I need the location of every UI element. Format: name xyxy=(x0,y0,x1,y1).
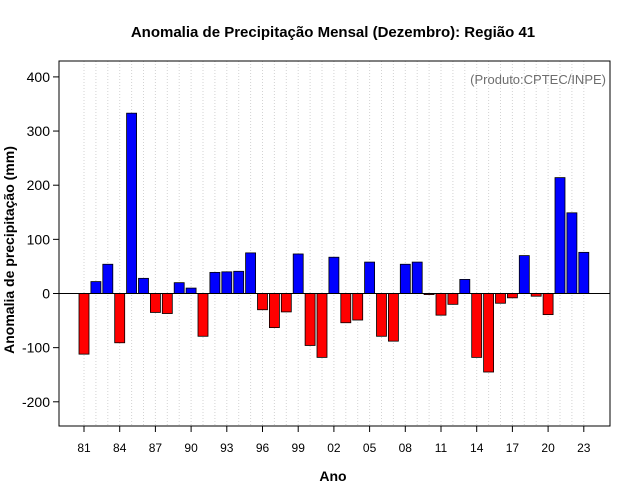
bar-94 xyxy=(233,270,245,294)
bar-88 xyxy=(161,293,173,314)
bar-92 xyxy=(209,271,221,294)
y-tick-label: -200 xyxy=(22,394,50,410)
y-tick-label: 300 xyxy=(27,123,51,139)
bar-07 xyxy=(387,293,399,342)
bar-95 xyxy=(245,252,257,294)
bar-83 xyxy=(102,263,114,294)
bar-22 xyxy=(566,212,578,294)
bar-14 xyxy=(471,293,483,358)
x-tick-label: 96 xyxy=(256,441,270,455)
bar-87 xyxy=(149,293,161,313)
bar-13 xyxy=(459,279,471,294)
grid-layer xyxy=(83,61,585,426)
x-tick-label: 11 xyxy=(435,441,448,455)
x-axis: 81 84 87 90 93 96 99 02 05 08 11 14 17 20 23 xyxy=(77,426,591,455)
x-tick-label: 08 xyxy=(399,441,413,455)
x-tick-label: 14 xyxy=(470,441,484,455)
y-tick-label: 200 xyxy=(27,177,51,193)
bar-03 xyxy=(340,293,352,324)
x-tick-label: 05 xyxy=(363,441,377,455)
x-tick-label: 81 xyxy=(77,441,91,455)
bar-23 xyxy=(578,251,590,294)
bar-84 xyxy=(114,293,126,344)
bar-12 xyxy=(447,293,459,305)
bar-02 xyxy=(328,256,340,294)
bar-20 xyxy=(542,293,554,316)
x-tick-label: 84 xyxy=(113,441,127,455)
x-tick-label: 23 xyxy=(577,441,591,455)
bar-82 xyxy=(90,281,102,294)
chart-title: Anomalia de Precipitação Mensal (Dezembr… xyxy=(131,24,535,41)
bar-21 xyxy=(554,177,566,294)
credit-label: (Produto:CPTEC/INPE) xyxy=(470,72,606,87)
bar-04 xyxy=(352,293,364,321)
y-axis: -200 -100 0 100 200 300 400 xyxy=(22,69,59,410)
x-tick-label: 99 xyxy=(292,441,306,455)
bar-layer xyxy=(78,112,590,373)
bar-09 xyxy=(411,261,423,294)
y-axis-label: Anomalia de precipitação (mm) xyxy=(1,146,17,354)
bar-96 xyxy=(257,293,268,311)
bar-18 xyxy=(518,255,530,294)
y-tick-label: 0 xyxy=(42,286,50,302)
bar-16 xyxy=(495,293,506,304)
bar-81 xyxy=(78,293,90,355)
x-tick-label: 87 xyxy=(149,441,163,455)
bar-08 xyxy=(399,263,411,294)
x-tick-label: 20 xyxy=(541,441,555,455)
x-axis-label: Ano xyxy=(319,468,346,484)
bar-05 xyxy=(364,261,376,294)
x-tick-label: 17 xyxy=(506,441,520,455)
x-tick-label: 02 xyxy=(327,441,341,455)
bar-97 xyxy=(268,293,280,329)
x-tick-label: 90 xyxy=(184,441,198,455)
bar-17 xyxy=(506,293,518,299)
bar-99 xyxy=(292,253,304,294)
bar-93 xyxy=(221,271,233,294)
y-tick-label: -100 xyxy=(22,340,50,356)
y-tick-label: 100 xyxy=(27,231,51,247)
bar-11 xyxy=(435,293,447,316)
bar-91 xyxy=(197,293,209,337)
bar-89 xyxy=(173,282,185,294)
bar-98 xyxy=(280,293,292,313)
plot-frame xyxy=(58,60,611,427)
bar-00 xyxy=(304,293,316,346)
bar-15 xyxy=(483,293,495,373)
y-tick-label: 400 xyxy=(27,69,51,85)
bar-90 xyxy=(185,287,197,294)
bar-01 xyxy=(316,293,328,358)
x-tick-label: 93 xyxy=(220,441,234,455)
bar-85 xyxy=(126,112,137,294)
bar-86 xyxy=(138,277,149,294)
bar-06 xyxy=(376,293,387,337)
